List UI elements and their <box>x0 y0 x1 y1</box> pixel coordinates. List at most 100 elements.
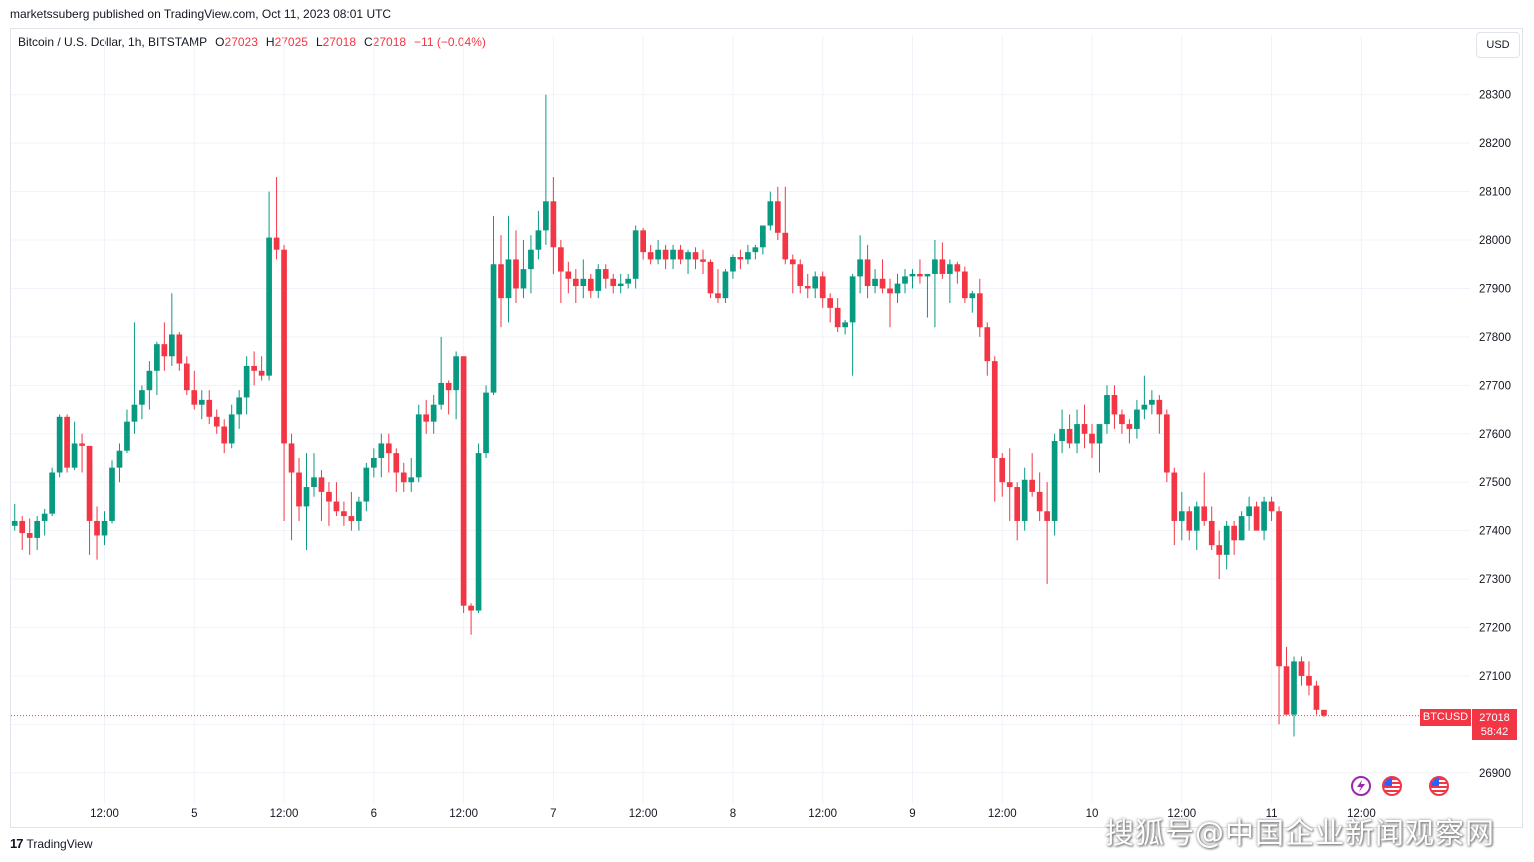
candle-body <box>34 520 41 538</box>
candle-body <box>849 276 856 323</box>
candle-body <box>1238 516 1245 541</box>
candle-body <box>1119 414 1125 425</box>
candle-body <box>999 457 1006 483</box>
candle-body <box>460 356 467 606</box>
change-value: −11 (−0.04%) <box>414 35 486 49</box>
candle-body <box>1163 414 1170 473</box>
candle-body <box>1283 666 1290 715</box>
candle-body <box>520 269 527 289</box>
footer-brand[interactable]: 17 TradingView <box>10 836 93 851</box>
candle-body <box>587 278 594 291</box>
tradingview-logo-icon: 17 <box>10 836 24 851</box>
us-flag-icon[interactable] <box>1382 776 1402 796</box>
candle-body <box>565 271 572 279</box>
candle-body <box>191 390 198 405</box>
candle-body <box>617 283 624 287</box>
candle-body <box>393 453 400 473</box>
candle-body <box>161 344 168 357</box>
candle-body <box>296 472 302 507</box>
candle-body <box>752 247 759 253</box>
candle-body <box>288 443 295 473</box>
candle-body <box>1261 501 1267 531</box>
y-tick-label: 27800 <box>1479 332 1511 344</box>
candle-body <box>1149 399 1155 405</box>
candle-body <box>804 286 811 289</box>
candle-body <box>251 365 257 371</box>
candle-body <box>730 256 736 272</box>
lightning-icon[interactable] <box>1351 776 1371 796</box>
candle-body <box>1021 479 1028 521</box>
symbol-price-tag: BTCUSD <box>1420 709 1471 726</box>
candle-body <box>961 271 968 299</box>
high-label: H <box>265 35 275 49</box>
candle-body <box>363 467 370 502</box>
currency-button[interactable]: USD <box>1476 32 1520 58</box>
candle-body <box>415 414 422 478</box>
candle-body <box>1111 395 1118 415</box>
candle-body <box>722 271 729 299</box>
candle-body <box>213 416 220 427</box>
candle-body <box>625 278 632 284</box>
candle-body <box>909 273 916 277</box>
candle-body <box>1051 441 1058 521</box>
candle-body <box>864 259 871 287</box>
y-tick-label: 28100 <box>1479 187 1511 199</box>
candle-body <box>774 201 781 233</box>
candle-body <box>1201 506 1208 521</box>
candle-body <box>1231 525 1237 541</box>
candle-body <box>984 327 991 362</box>
x-tick-label: 12:00 <box>1167 808 1196 820</box>
x-tick-label: 7 <box>550 808 556 820</box>
close-value: 27018 <box>372 35 407 49</box>
symbol-title[interactable]: Bitcoin / U.S. Dollar, 1h, BITSTAMP <box>18 35 208 49</box>
candle-body <box>707 261 714 294</box>
candle-body <box>79 443 85 446</box>
candle-body <box>797 264 804 287</box>
candle-body <box>857 259 863 277</box>
candle-body <box>56 416 63 473</box>
candle-body <box>700 259 706 262</box>
candle-body <box>236 397 243 415</box>
candle-body <box>924 273 931 277</box>
candle-body <box>408 477 415 483</box>
candle-body <box>1059 428 1065 442</box>
open-value: 27023 <box>224 35 258 49</box>
candle-body <box>692 252 699 260</box>
candle-body <box>505 259 512 299</box>
chart-frame[interactable] <box>10 28 1523 828</box>
candle-body <box>26 533 33 538</box>
candle-body <box>378 443 385 458</box>
candle-body <box>1306 675 1312 686</box>
candle-body <box>116 450 123 468</box>
x-tick-label: 12:00 <box>629 808 658 820</box>
candle-body <box>1178 511 1185 521</box>
candle-body <box>183 363 190 391</box>
x-tick-label: 11 <box>1266 808 1278 820</box>
candle-body <box>243 365 250 398</box>
candle-body <box>228 414 235 444</box>
candle-body <box>1313 685 1320 710</box>
candle-body <box>303 487 310 507</box>
flag-canton <box>1431 778 1439 786</box>
x-tick-label: 12:00 <box>808 808 837 820</box>
candle-body <box>947 264 953 274</box>
last-price-tag: 27018 58:42 <box>1472 709 1517 740</box>
candle-body <box>954 264 961 272</box>
candle-body <box>662 249 669 260</box>
x-tick-label: 5 <box>191 808 197 820</box>
y-tick-label: 26900 <box>1479 768 1511 780</box>
candle-body <box>632 230 639 279</box>
y-tick-label: 28000 <box>1479 235 1511 247</box>
candle-body <box>1104 395 1110 425</box>
candle-body <box>1141 404 1148 410</box>
y-tick-label: 28200 <box>1479 138 1511 150</box>
candle-body <box>356 501 362 521</box>
candle-body <box>341 511 347 517</box>
candle-body <box>939 259 946 274</box>
candles <box>11 94 1327 737</box>
us-flag-icon[interactable] <box>1429 776 1449 796</box>
candle-body <box>685 252 691 260</box>
candle-body <box>266 237 272 376</box>
candle-body <box>917 273 923 277</box>
